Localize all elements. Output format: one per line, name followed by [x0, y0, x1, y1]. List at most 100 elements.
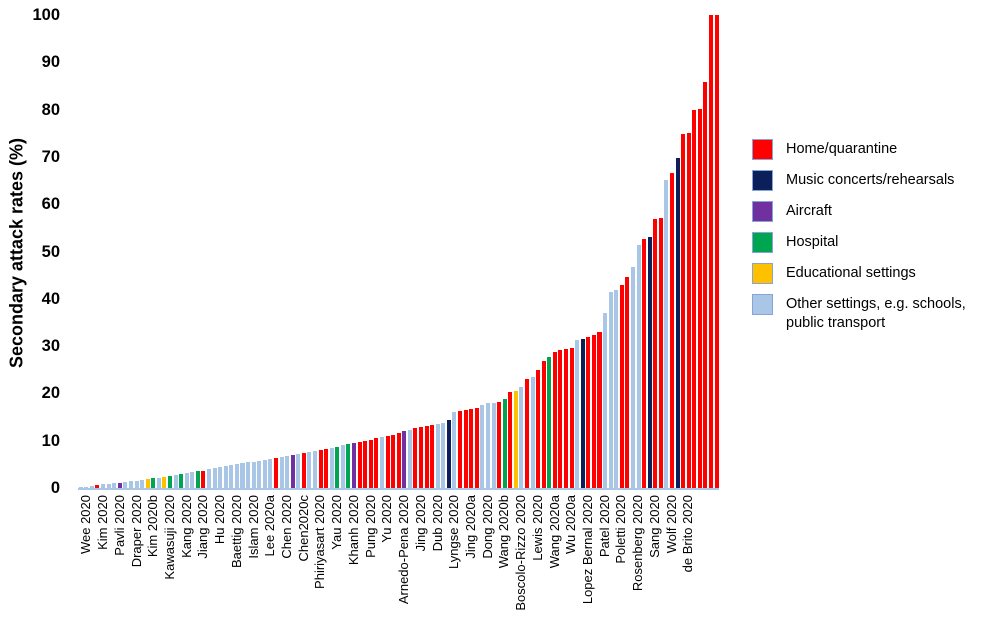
bar-home: [586, 336, 591, 488]
x-axis-label: Dong 2020: [479, 495, 495, 559]
bar-slot: [139, 15, 145, 488]
bar-slot: [84, 15, 90, 488]
bar-slot: [390, 15, 396, 488]
bar-other: [184, 473, 189, 488]
bar-slot: [245, 15, 251, 488]
legend-label: Aircraft: [786, 203, 832, 219]
bar-other: [608, 291, 613, 488]
bar-slot: [513, 15, 519, 488]
bar-home: [552, 351, 557, 488]
bar-slot: [89, 15, 95, 488]
bar-slot: [190, 15, 196, 488]
bar-home: [363, 440, 368, 488]
bar-slot: [647, 15, 653, 488]
bar-slot: [201, 15, 207, 488]
bar-home: [368, 439, 373, 488]
bar-slot: [357, 15, 363, 488]
bar-home: [625, 277, 630, 488]
bar-home: [430, 425, 435, 488]
bar-slot: [658, 15, 664, 488]
y-tick-label: 90: [41, 53, 60, 72]
x-axis-label: Lyngse 2020: [446, 495, 462, 569]
bar-home: [642, 238, 647, 488]
bar-slot: [257, 15, 263, 488]
bar-aircraft: [290, 454, 295, 488]
bar-slot: [418, 15, 424, 488]
legend-item-hospital: Hospital: [752, 232, 992, 253]
legend-item-aircraft: Aircraft: [752, 201, 992, 222]
bar-other: [441, 422, 446, 488]
x-axis-label: Wolf 2020: [663, 495, 679, 554]
bar-slot: [123, 15, 129, 488]
bar-home: [703, 81, 708, 488]
bar-slot: [708, 15, 714, 488]
bar-home: [396, 433, 401, 488]
bar-slot: [664, 15, 670, 488]
bar-other: [379, 436, 384, 488]
x-axis-label: Sang 2020: [646, 495, 662, 558]
bar-slot: [229, 15, 235, 488]
bar-other: [218, 467, 223, 488]
bar-other: [173, 475, 178, 488]
bar-other: [313, 451, 318, 488]
bar-other: [519, 387, 524, 488]
bar-slot: [574, 15, 580, 488]
bar-other: [268, 458, 273, 488]
x-axis-label: Wu 2020a: [563, 495, 579, 555]
bar-home: [357, 442, 362, 488]
x-axis-label: Patel 2020: [596, 495, 612, 558]
y-tick-label: 80: [41, 100, 60, 119]
bar-slot: [502, 15, 508, 488]
bar-slot: [240, 15, 246, 488]
bar-slot: [692, 15, 698, 488]
bar-home: [619, 285, 624, 488]
x-axis-label: Poletti 2020: [613, 495, 629, 564]
bar-slot: [178, 15, 184, 488]
bar-other: [78, 487, 83, 488]
bar-home: [558, 349, 563, 488]
bar-slot: [441, 15, 447, 488]
legend-item-education: Educational settings: [752, 263, 992, 284]
bar-slot: [535, 15, 541, 488]
bar-slot: [340, 15, 346, 488]
bar-aircraft: [402, 431, 407, 488]
bar-slot: [524, 15, 530, 488]
bar-home: [591, 334, 596, 488]
legend-item-other: Other settings, e.g. schools, public tra…: [752, 294, 992, 333]
bar-education: [162, 477, 167, 488]
bar-home: [524, 379, 529, 488]
bar-slot: [106, 15, 112, 488]
bar-music: [647, 236, 652, 488]
x-axis-label: Kang 2020: [178, 495, 194, 558]
bar-slot: [162, 15, 168, 488]
bar-slot: [273, 15, 279, 488]
bar-other: [123, 482, 128, 488]
bar-music: [675, 157, 680, 488]
bar-slot: [614, 15, 620, 488]
y-tick-label: 60: [41, 195, 60, 214]
bar-slot: [714, 15, 720, 488]
bar-slot: [396, 15, 402, 488]
bar-home: [201, 470, 206, 488]
bar-other: [257, 460, 262, 488]
legend-label: Music concerts/rehearsals: [786, 172, 955, 188]
bar-other: [112, 483, 117, 488]
bar-home: [413, 428, 418, 488]
bar-slot: [424, 15, 430, 488]
bar-slot: [569, 15, 575, 488]
x-axis-label: Chen 2020: [279, 495, 295, 559]
bar-other: [407, 429, 412, 488]
x-axis-label: Draper 2020: [128, 495, 144, 568]
bar-slot: [117, 15, 123, 488]
bar-slot: [669, 15, 675, 488]
bar-other: [229, 465, 234, 488]
x-axis-label: Jing 2020: [412, 495, 428, 552]
bar-slot: [463, 15, 469, 488]
bar-slot: [530, 15, 536, 488]
bar-slot: [351, 15, 357, 488]
bar-slot: [251, 15, 257, 488]
bar-slot: [111, 15, 117, 488]
bar-home: [391, 434, 396, 488]
bar-home: [474, 407, 479, 488]
bar-slot: [385, 15, 391, 488]
